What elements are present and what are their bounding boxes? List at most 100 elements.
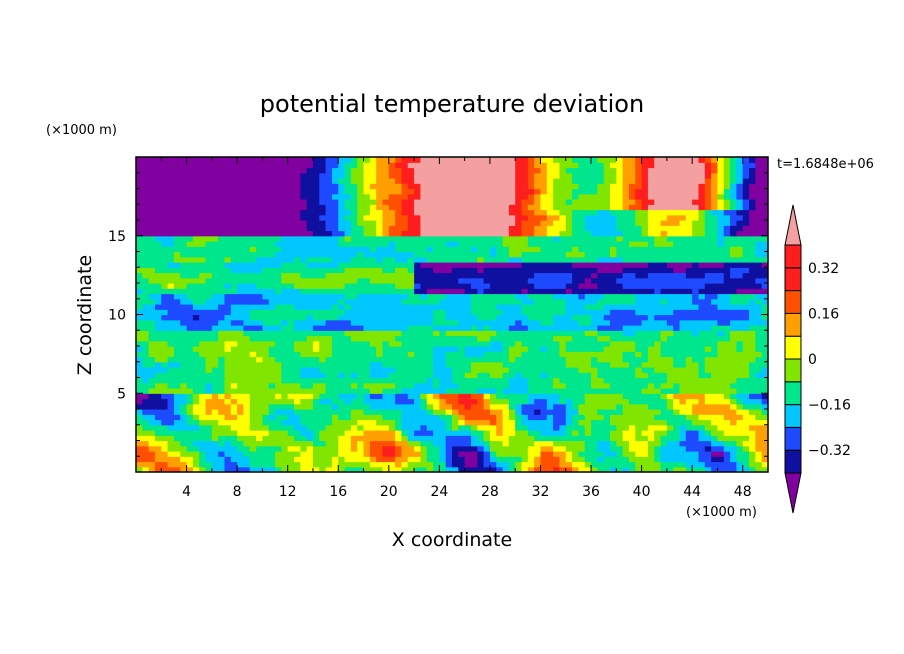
contour-cell bbox=[142, 456, 150, 463]
contour-cell bbox=[572, 424, 579, 431]
contour-cell bbox=[211, 335, 219, 342]
contour-cell bbox=[420, 461, 428, 468]
contour-cell bbox=[167, 246, 175, 253]
contour-cell bbox=[211, 277, 219, 284]
contour-cell bbox=[654, 246, 662, 253]
contour-cell bbox=[584, 288, 592, 295]
contour-cell bbox=[136, 456, 143, 463]
contour-cell bbox=[369, 277, 377, 284]
contour-cell bbox=[666, 372, 674, 379]
contour-cell bbox=[395, 351, 403, 358]
contour-cell bbox=[186, 361, 194, 368]
contour-cell bbox=[211, 283, 219, 289]
contour-cell bbox=[363, 372, 371, 379]
contour-cell bbox=[376, 456, 384, 463]
contour-cell bbox=[287, 304, 295, 310]
contour-cell bbox=[515, 445, 523, 452]
contour-cell bbox=[420, 351, 428, 358]
contour-cell bbox=[755, 309, 763, 316]
contour-cell bbox=[597, 209, 605, 216]
contour-cell bbox=[218, 230, 226, 237]
contour-cell bbox=[534, 461, 542, 468]
contour-cell bbox=[616, 214, 624, 221]
contour-cell bbox=[679, 398, 687, 405]
contour-cell bbox=[534, 298, 542, 305]
contour-cell bbox=[205, 283, 213, 289]
contour-cell bbox=[597, 262, 605, 268]
contour-cell bbox=[610, 262, 617, 268]
contour-cell bbox=[287, 440, 295, 447]
contour-cell bbox=[730, 367, 737, 373]
contour-cell bbox=[243, 340, 251, 347]
contour-cell bbox=[711, 309, 719, 316]
contour-cell bbox=[224, 351, 232, 358]
contour-cell bbox=[565, 466, 573, 472]
contour-cell bbox=[483, 440, 491, 447]
contour-cell bbox=[363, 251, 371, 258]
contour-cell bbox=[407, 340, 415, 347]
contour-cell bbox=[325, 361, 333, 368]
contour-cell bbox=[256, 403, 263, 410]
contour-cell bbox=[230, 382, 238, 389]
contour-cell bbox=[470, 235, 478, 242]
contour-cell bbox=[192, 298, 200, 305]
contour-cell bbox=[205, 435, 213, 442]
contour-cell bbox=[445, 325, 453, 331]
contour-cell bbox=[565, 225, 573, 232]
contour-cell bbox=[237, 435, 245, 442]
contour-cell bbox=[628, 288, 636, 295]
contour-cell bbox=[641, 220, 649, 226]
contour-cell bbox=[192, 330, 200, 337]
contour-cell bbox=[723, 246, 731, 253]
contour-cell bbox=[306, 256, 314, 263]
contour-cell bbox=[294, 225, 301, 232]
contour-cell bbox=[243, 361, 251, 368]
contour-cell bbox=[742, 346, 750, 352]
contour-cell bbox=[350, 251, 358, 258]
contour-cell bbox=[477, 325, 485, 331]
contour-cell bbox=[161, 361, 169, 368]
contour-cell bbox=[761, 414, 768, 421]
contour-cell bbox=[237, 440, 245, 447]
contour-cell bbox=[603, 325, 611, 331]
contour-cell bbox=[224, 388, 232, 394]
contour-cell bbox=[578, 424, 586, 431]
contour-cell bbox=[357, 435, 365, 442]
contour-cell bbox=[344, 335, 352, 342]
contour-cell bbox=[180, 409, 188, 415]
contour-cell bbox=[382, 372, 390, 379]
contour-cell bbox=[256, 267, 263, 274]
contour-cell bbox=[148, 288, 156, 295]
contour-cell bbox=[211, 304, 219, 310]
contour-cell bbox=[312, 277, 320, 284]
contour-cell bbox=[268, 246, 276, 253]
contour-cell bbox=[502, 351, 510, 358]
contour-cell bbox=[230, 309, 238, 316]
contour-cell bbox=[685, 382, 693, 389]
contour-cell bbox=[508, 293, 516, 300]
contour-cell bbox=[591, 367, 598, 373]
contour-cell bbox=[698, 398, 706, 405]
contour-cell bbox=[262, 283, 270, 289]
contour-cell bbox=[546, 251, 554, 258]
contour-cell bbox=[508, 440, 516, 447]
contour-cell bbox=[685, 314, 693, 321]
contour-cell bbox=[287, 430, 295, 436]
contour-cell bbox=[243, 367, 251, 373]
contour-cell bbox=[287, 388, 295, 394]
contour-cell bbox=[647, 351, 655, 358]
contour-cell bbox=[186, 288, 194, 295]
contour-cell bbox=[426, 235, 434, 242]
contour-cell bbox=[344, 230, 352, 237]
contour-cell bbox=[546, 235, 554, 242]
contour-cell bbox=[654, 277, 662, 284]
contour-cell bbox=[483, 435, 491, 442]
contour-cell bbox=[477, 298, 485, 305]
contour-cell bbox=[294, 298, 301, 305]
contour-cell bbox=[578, 256, 586, 263]
contour-cell bbox=[458, 367, 466, 373]
contour-cell bbox=[331, 414, 339, 421]
contour-cell bbox=[350, 256, 358, 263]
contour-cell bbox=[610, 235, 617, 242]
contour-cell bbox=[591, 283, 598, 289]
